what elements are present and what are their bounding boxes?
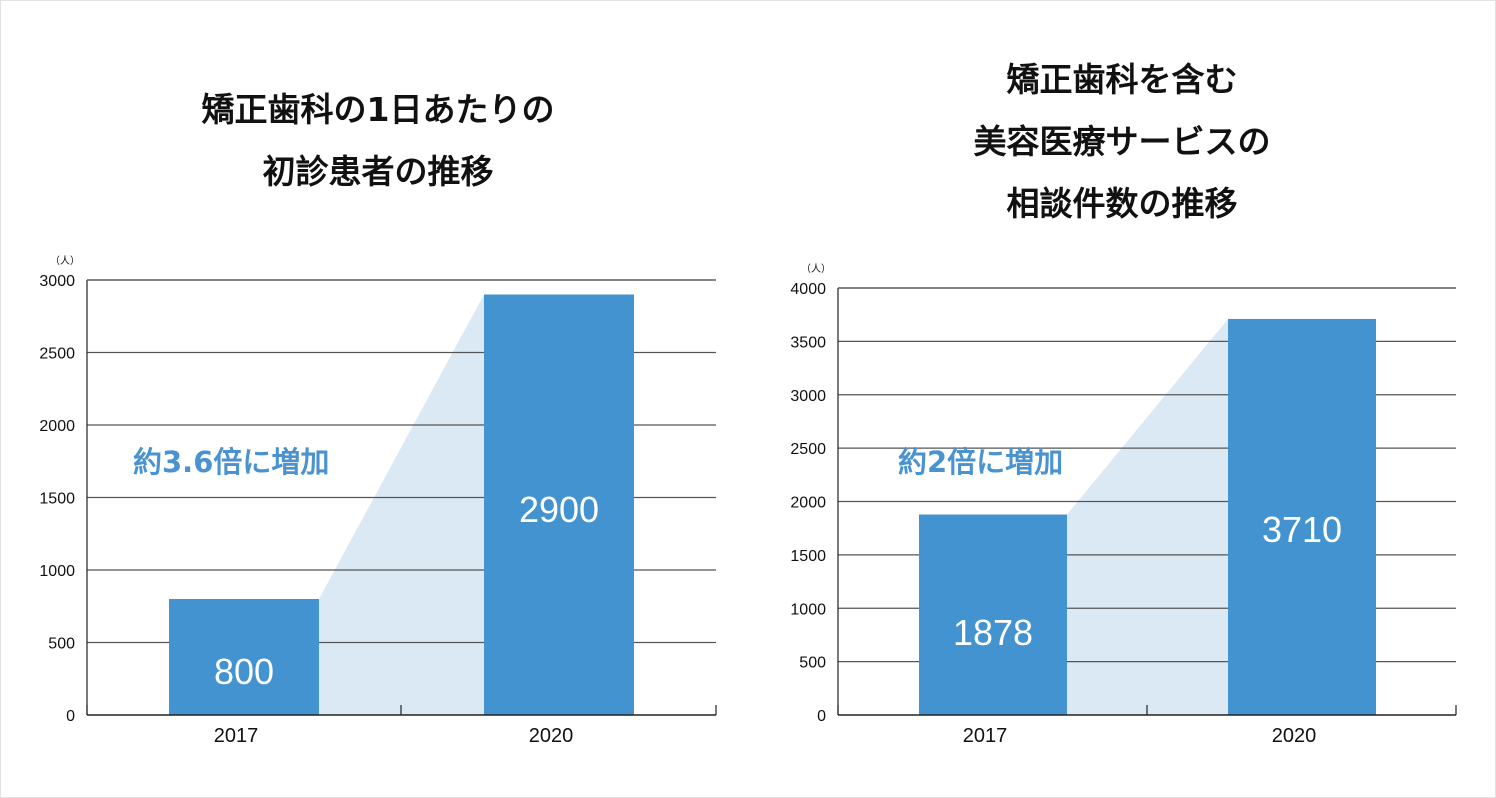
chart1-title-line: 初診患者の推移 bbox=[262, 152, 494, 191]
c2-growth-annotation: 約2倍に増加 bbox=[898, 445, 1063, 479]
c2-growth-shade bbox=[1067, 318, 1228, 715]
c2-data-label: 1878 bbox=[953, 612, 1033, 653]
c1-ytick-label: 3000 bbox=[39, 273, 75, 290]
c2-ytick-label: 2000 bbox=[790, 495, 826, 512]
c1-ytick-label: 2000 bbox=[39, 418, 75, 435]
chart2-title-line: 相談件数の推移 bbox=[1006, 184, 1238, 223]
c1-data-label: 2900 bbox=[519, 489, 599, 530]
chart1-title: 矯正歯科の1日あたりの 初診患者の推移 bbox=[78, 79, 678, 203]
c1-unit-label: （人） bbox=[50, 255, 80, 267]
c1-xtick-label: 2017 bbox=[214, 725, 259, 747]
c2-ytick-label: 500 bbox=[799, 655, 826, 672]
c1-xtick-label: 2020 bbox=[529, 725, 574, 747]
c2-ytick-label: 1000 bbox=[790, 601, 826, 618]
c1-ytick-label: 2500 bbox=[39, 346, 75, 363]
c2-ytick-label: 2500 bbox=[790, 441, 826, 458]
chart2-title-line: 美容医療サービスの bbox=[973, 122, 1271, 161]
c1-ytick-label: 1000 bbox=[39, 563, 75, 580]
c2-ytick-label: 1500 bbox=[790, 548, 826, 565]
c2-xtick-label: 2017 bbox=[963, 725, 1008, 747]
c1-bar-2017 bbox=[169, 599, 319, 715]
c2-unit-label: （人） bbox=[801, 263, 831, 275]
c1-growth-shade bbox=[319, 294, 484, 715]
c2-data-label: 3710 bbox=[1262, 509, 1342, 550]
c2-xtick-label: 2020 bbox=[1272, 725, 1317, 747]
c2-ytick-label: 3500 bbox=[790, 334, 826, 351]
c1-ytick-label: 0 bbox=[66, 708, 75, 725]
chart2-title: 矯正歯科を含む 美容医療サービスの 相談件数の推移 bbox=[822, 49, 1422, 235]
c1-growth-annotation: 約3.6倍に増加 bbox=[133, 445, 329, 479]
c2-ytick-label: 0 bbox=[817, 708, 826, 725]
chart1-title-line: 矯正歯科の1日あたりの bbox=[201, 90, 555, 129]
c2-ytick-label: 3000 bbox=[790, 388, 826, 405]
c2-bar-2020 bbox=[1228, 318, 1376, 715]
c1-bar-2020 bbox=[484, 294, 634, 715]
chart2-title-line: 矯正歯科を含む bbox=[1006, 60, 1238, 99]
c2-bar-2017 bbox=[919, 514, 1067, 715]
c1-ytick-label: 1500 bbox=[39, 491, 75, 508]
c2-ytick-label: 4000 bbox=[790, 281, 826, 298]
c1-data-label: 800 bbox=[214, 651, 274, 692]
c1-ytick-label: 500 bbox=[48, 636, 75, 653]
